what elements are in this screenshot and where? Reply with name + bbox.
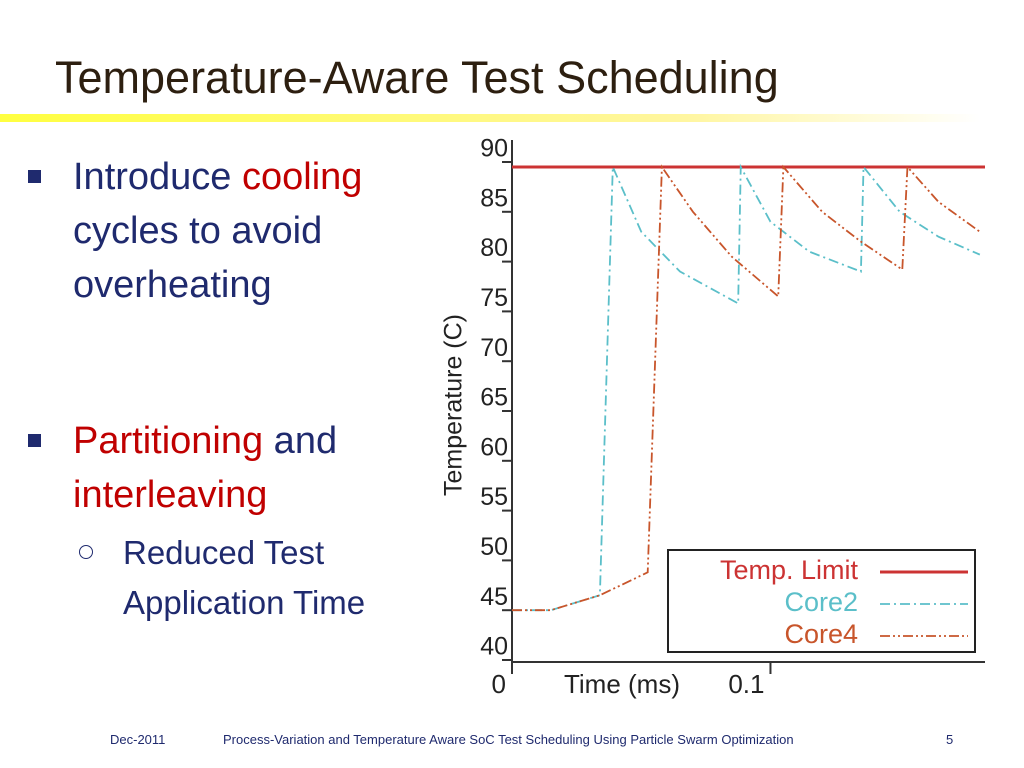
legend-box: [667, 549, 976, 653]
y-tick-label: 70: [480, 334, 508, 362]
y-tick-label: 60: [480, 433, 508, 461]
series-line: [512, 164, 981, 612]
y-tick-label: 65: [480, 384, 508, 412]
y-tick-label: 85: [480, 184, 508, 212]
sub-bullet-marker: [79, 545, 93, 559]
y-tick-label: 90: [480, 135, 508, 163]
text-run: Introduce: [73, 156, 242, 198]
y-tick-label: 80: [480, 234, 508, 262]
text-run: Partitioning: [73, 420, 264, 462]
y-axis-label: Temperature (C): [440, 314, 468, 496]
y-tick-label: 75: [480, 284, 508, 312]
legend-label: Core4: [784, 619, 858, 649]
x-tick-label: 0.1: [728, 669, 764, 699]
y-tick-label: 40: [480, 633, 508, 661]
y-tick-label: 50: [480, 533, 508, 561]
bullet-text: Introduce cooling cycles to avoid overhe…: [73, 150, 433, 312]
sub-bullet-text: Reduced Test Application Time: [123, 528, 423, 628]
x-tick-label: 0: [492, 669, 506, 699]
text-run: Reduced Test Application Time: [123, 534, 366, 621]
bullet-marker: [28, 434, 41, 447]
y-tick-label: 45: [480, 583, 508, 611]
legend-label: Core2: [784, 587, 858, 617]
text-run: cooling: [242, 156, 363, 198]
bullet-marker: [28, 170, 41, 183]
series-line: [512, 163, 981, 612]
text-run: interleaving: [73, 474, 268, 516]
title-rule: [0, 114, 980, 122]
slide-title: Temperature-Aware Test Scheduling: [55, 52, 779, 103]
y-tick-label: 55: [480, 483, 508, 511]
bullet-text: Partitioning and interleaving: [73, 414, 433, 522]
page-number: 5: [946, 732, 954, 747]
footer-text: Process-Variation and Temperature Aware …: [223, 732, 794, 747]
footer-date: Dec-2011: [110, 732, 166, 747]
text-run: cycles to avoid overheating: [73, 210, 323, 306]
x-axis-label: Time (ms): [564, 669, 680, 699]
legend-label: Temp. Limit: [720, 555, 859, 585]
text-run: and: [263, 420, 338, 462]
